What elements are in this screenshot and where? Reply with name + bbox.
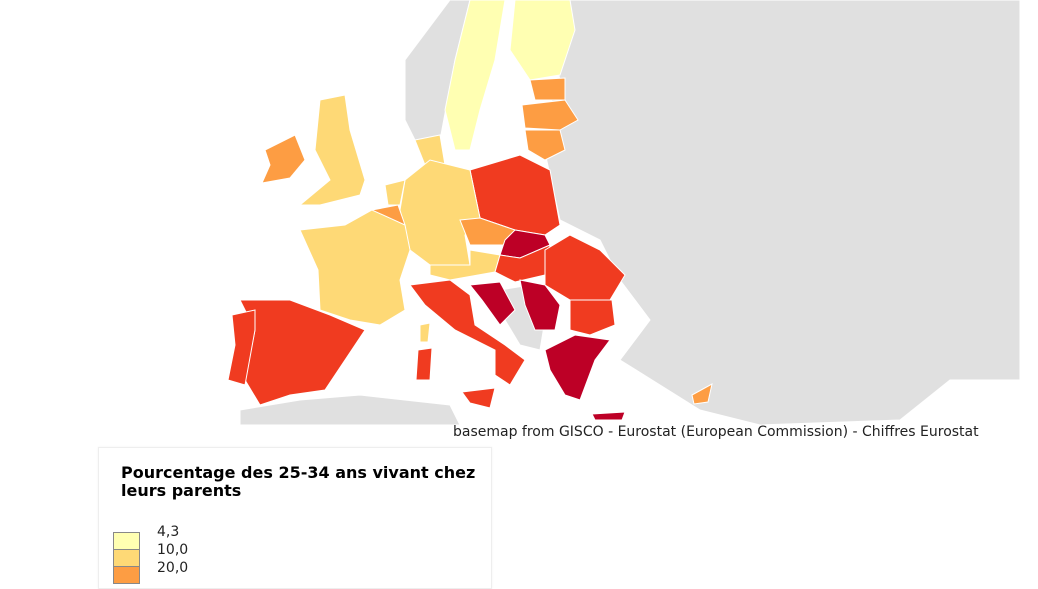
- country-romania: [544, 234, 626, 301]
- non-eu-landmass: [539, 0, 1021, 426]
- north-africa: [239, 394, 461, 426]
- country-greece: [544, 334, 611, 401]
- legend-title: Pourcentage des 25-34 ans vivant chez le…: [121, 463, 476, 500]
- country-estonia: [529, 77, 566, 101]
- country-sicily: [461, 387, 496, 409]
- legend: Pourcentage des 25-34 ans vivant chez le…: [98, 447, 492, 589]
- legend-label-2: 10,0: [157, 542, 189, 558]
- country-ireland: [261, 134, 306, 184]
- country-bulgaria: [569, 299, 616, 336]
- countries: [227, 0, 713, 421]
- country-serbia: [519, 279, 561, 331]
- country-finland: [509, 0, 576, 81]
- choropleth-map: [227, 0, 1021, 426]
- country-lithuania: [524, 129, 566, 161]
- country-latvia: [521, 99, 579, 131]
- country-sardinia: [415, 347, 433, 381]
- country-france: [299, 209, 411, 326]
- uk: [298, 94, 366, 206]
- country-slovenia-croatia: [469, 281, 516, 326]
- country-portugal: [227, 309, 256, 386]
- country-crete: [591, 411, 626, 421]
- map-credit: basemap from GISCO - Eurostat (European …: [453, 424, 979, 440]
- country-corsica: [419, 322, 431, 343]
- legend-swatch-2: [113, 549, 140, 567]
- legend-swatch-1: [113, 532, 140, 550]
- legend-label-1: 4,3: [157, 524, 180, 540]
- legend-label-3: 20,0: [157, 560, 189, 576]
- country-cyprus: [691, 383, 713, 405]
- country-netherlands: [384, 179, 406, 206]
- country-sweden: [444, 0, 506, 151]
- country-germany: [399, 159, 481, 266]
- legend-swatch-3: [113, 566, 140, 584]
- country-italy: [409, 279, 526, 386]
